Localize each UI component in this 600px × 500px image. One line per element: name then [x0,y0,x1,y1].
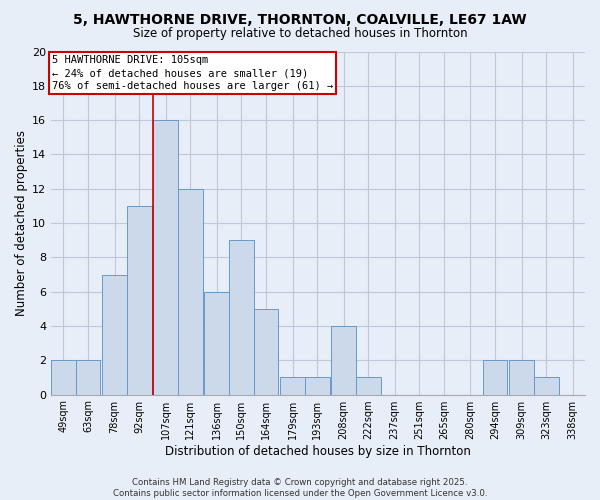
Text: 5, HAWTHORNE DRIVE, THORNTON, COALVILLE, LE67 1AW: 5, HAWTHORNE DRIVE, THORNTON, COALVILLE,… [73,12,527,26]
Bar [127,206,152,394]
Bar [76,360,100,394]
Bar [280,378,305,394]
Bar [51,360,76,394]
Text: Contains HM Land Registry data © Crown copyright and database right 2025.
Contai: Contains HM Land Registry data © Crown c… [113,478,487,498]
Bar [331,326,356,394]
Bar [154,120,178,394]
Bar [534,378,559,394]
Bar [483,360,508,394]
X-axis label: Distribution of detached houses by size in Thornton: Distribution of detached houses by size … [165,444,471,458]
Bar [102,274,127,394]
Bar [509,360,534,394]
Bar [229,240,254,394]
Bar [305,378,329,394]
Bar [205,292,229,395]
Bar [356,378,380,394]
Text: Size of property relative to detached houses in Thornton: Size of property relative to detached ho… [133,28,467,40]
Bar [178,188,203,394]
Text: 5 HAWTHORNE DRIVE: 105sqm
← 24% of detached houses are smaller (19)
76% of semi-: 5 HAWTHORNE DRIVE: 105sqm ← 24% of detac… [52,55,333,92]
Bar [254,309,278,394]
Y-axis label: Number of detached properties: Number of detached properties [15,130,28,316]
